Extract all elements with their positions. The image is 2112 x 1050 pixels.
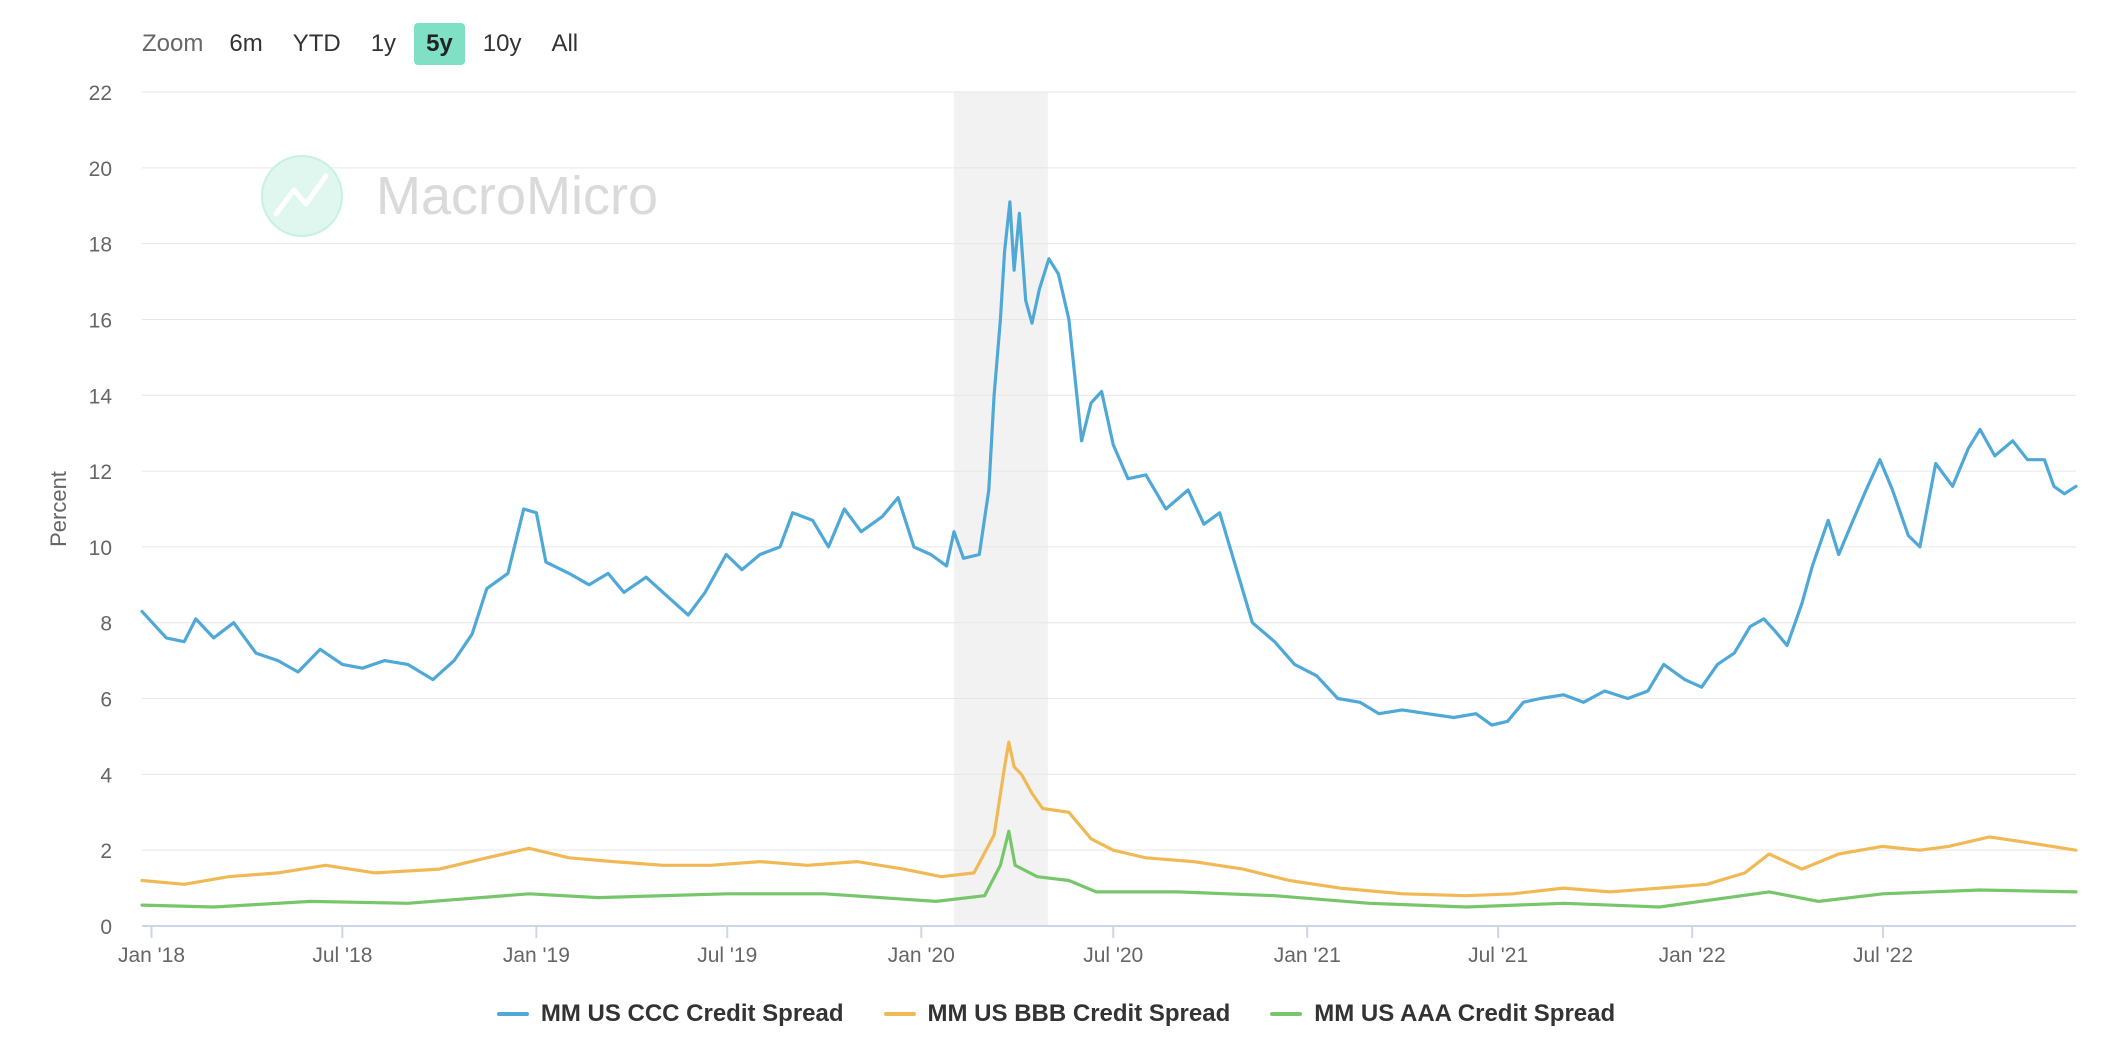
watermark: MacroMicro — [261, 155, 658, 237]
legend-item-bbb[interactable]: MM US BBB Credit Spread — [883, 1000, 1231, 1028]
grid-layer — [142, 91, 2076, 851]
watermark-logo-icon-line — [273, 173, 329, 217]
series-line-bbb[interactable] — [140, 740, 2078, 898]
y-tick-label: 18 — [89, 234, 112, 257]
x-tick-label: Jul '21 — [1468, 944, 1528, 967]
zoom-1y-button[interactable]: 1y — [370, 30, 397, 57]
series-layer — [140, 200, 2078, 909]
zoom-label: Zoom — [142, 30, 204, 57]
x-tick-label: Jul '22 — [1853, 944, 1913, 967]
y-tick-label: 22 — [89, 82, 112, 105]
zoom-10y-button[interactable]: 10y — [482, 30, 522, 57]
x-tick-label: Jul '18 — [312, 944, 372, 967]
x-tick-label: Jan '21 — [1274, 944, 1341, 967]
x-tick-label: Jan '19 — [503, 944, 570, 967]
y-tick-label: 20 — [89, 158, 112, 181]
y-tick-label: 10 — [89, 537, 112, 560]
zoom-all-button[interactable]: All — [551, 30, 579, 57]
legend-swatch-bbb — [883, 1012, 916, 1016]
x-tick-label: Jan '18 — [118, 944, 185, 967]
y-tick-label: 8 — [100, 613, 112, 636]
y-tick-label: 4 — [100, 764, 112, 787]
legend-label-ccc: MM US CCC Credit Spread — [540, 1000, 844, 1027]
y-tick-label: 0 — [100, 916, 112, 939]
watermark-text: MacroMicro — [376, 166, 658, 226]
y-tick-label: 6 — [100, 689, 112, 712]
x-tick-label: Jul '19 — [697, 944, 757, 967]
legend: MM US CCC Credit Spread MM US BBB Credit… — [0, 1000, 2112, 1028]
y-tick-label: 16 — [89, 309, 112, 332]
legend-item-aaa[interactable]: MM US AAA Credit Spread — [1270, 1000, 1615, 1028]
series-line-ccc[interactable] — [140, 200, 2078, 727]
zoom-bar: Zoom 6m YTD 1y 5y 10y All — [142, 22, 590, 66]
axis-layer: 0 2 4 6 8 10 12 14 16 18 20 22 Jan '18 Jul '18 Jan '19… — [46, 82, 2076, 967]
x-tick-label: Jul '20 — [1083, 944, 1143, 967]
zoom-6m-button[interactable]: 6m — [229, 30, 263, 57]
legend-item-ccc[interactable]: MM US CCC Credit Spread — [496, 1000, 844, 1028]
y-tick-label: 14 — [89, 385, 113, 408]
legend-label-bbb: MM US BBB Credit Spread — [927, 1000, 1231, 1027]
zoom-5y-button[interactable]: 5y — [414, 23, 465, 65]
series-line-aaa[interactable] — [140, 829, 2078, 909]
legend-swatch-aaa — [1270, 1012, 1303, 1016]
legend-label-aaa: MM US AAA Credit Spread — [1314, 1000, 1616, 1027]
x-tick-label: Jan '22 — [1659, 944, 1726, 967]
x-tick-label: Jan '20 — [888, 944, 955, 967]
y-axis-title: Percent — [46, 471, 71, 547]
legend-swatch-ccc — [496, 1012, 529, 1016]
y-tick-label: 2 — [100, 840, 112, 863]
zoom-ytd-button[interactable]: YTD — [292, 30, 341, 57]
y-tick-label: 12 — [89, 461, 112, 484]
